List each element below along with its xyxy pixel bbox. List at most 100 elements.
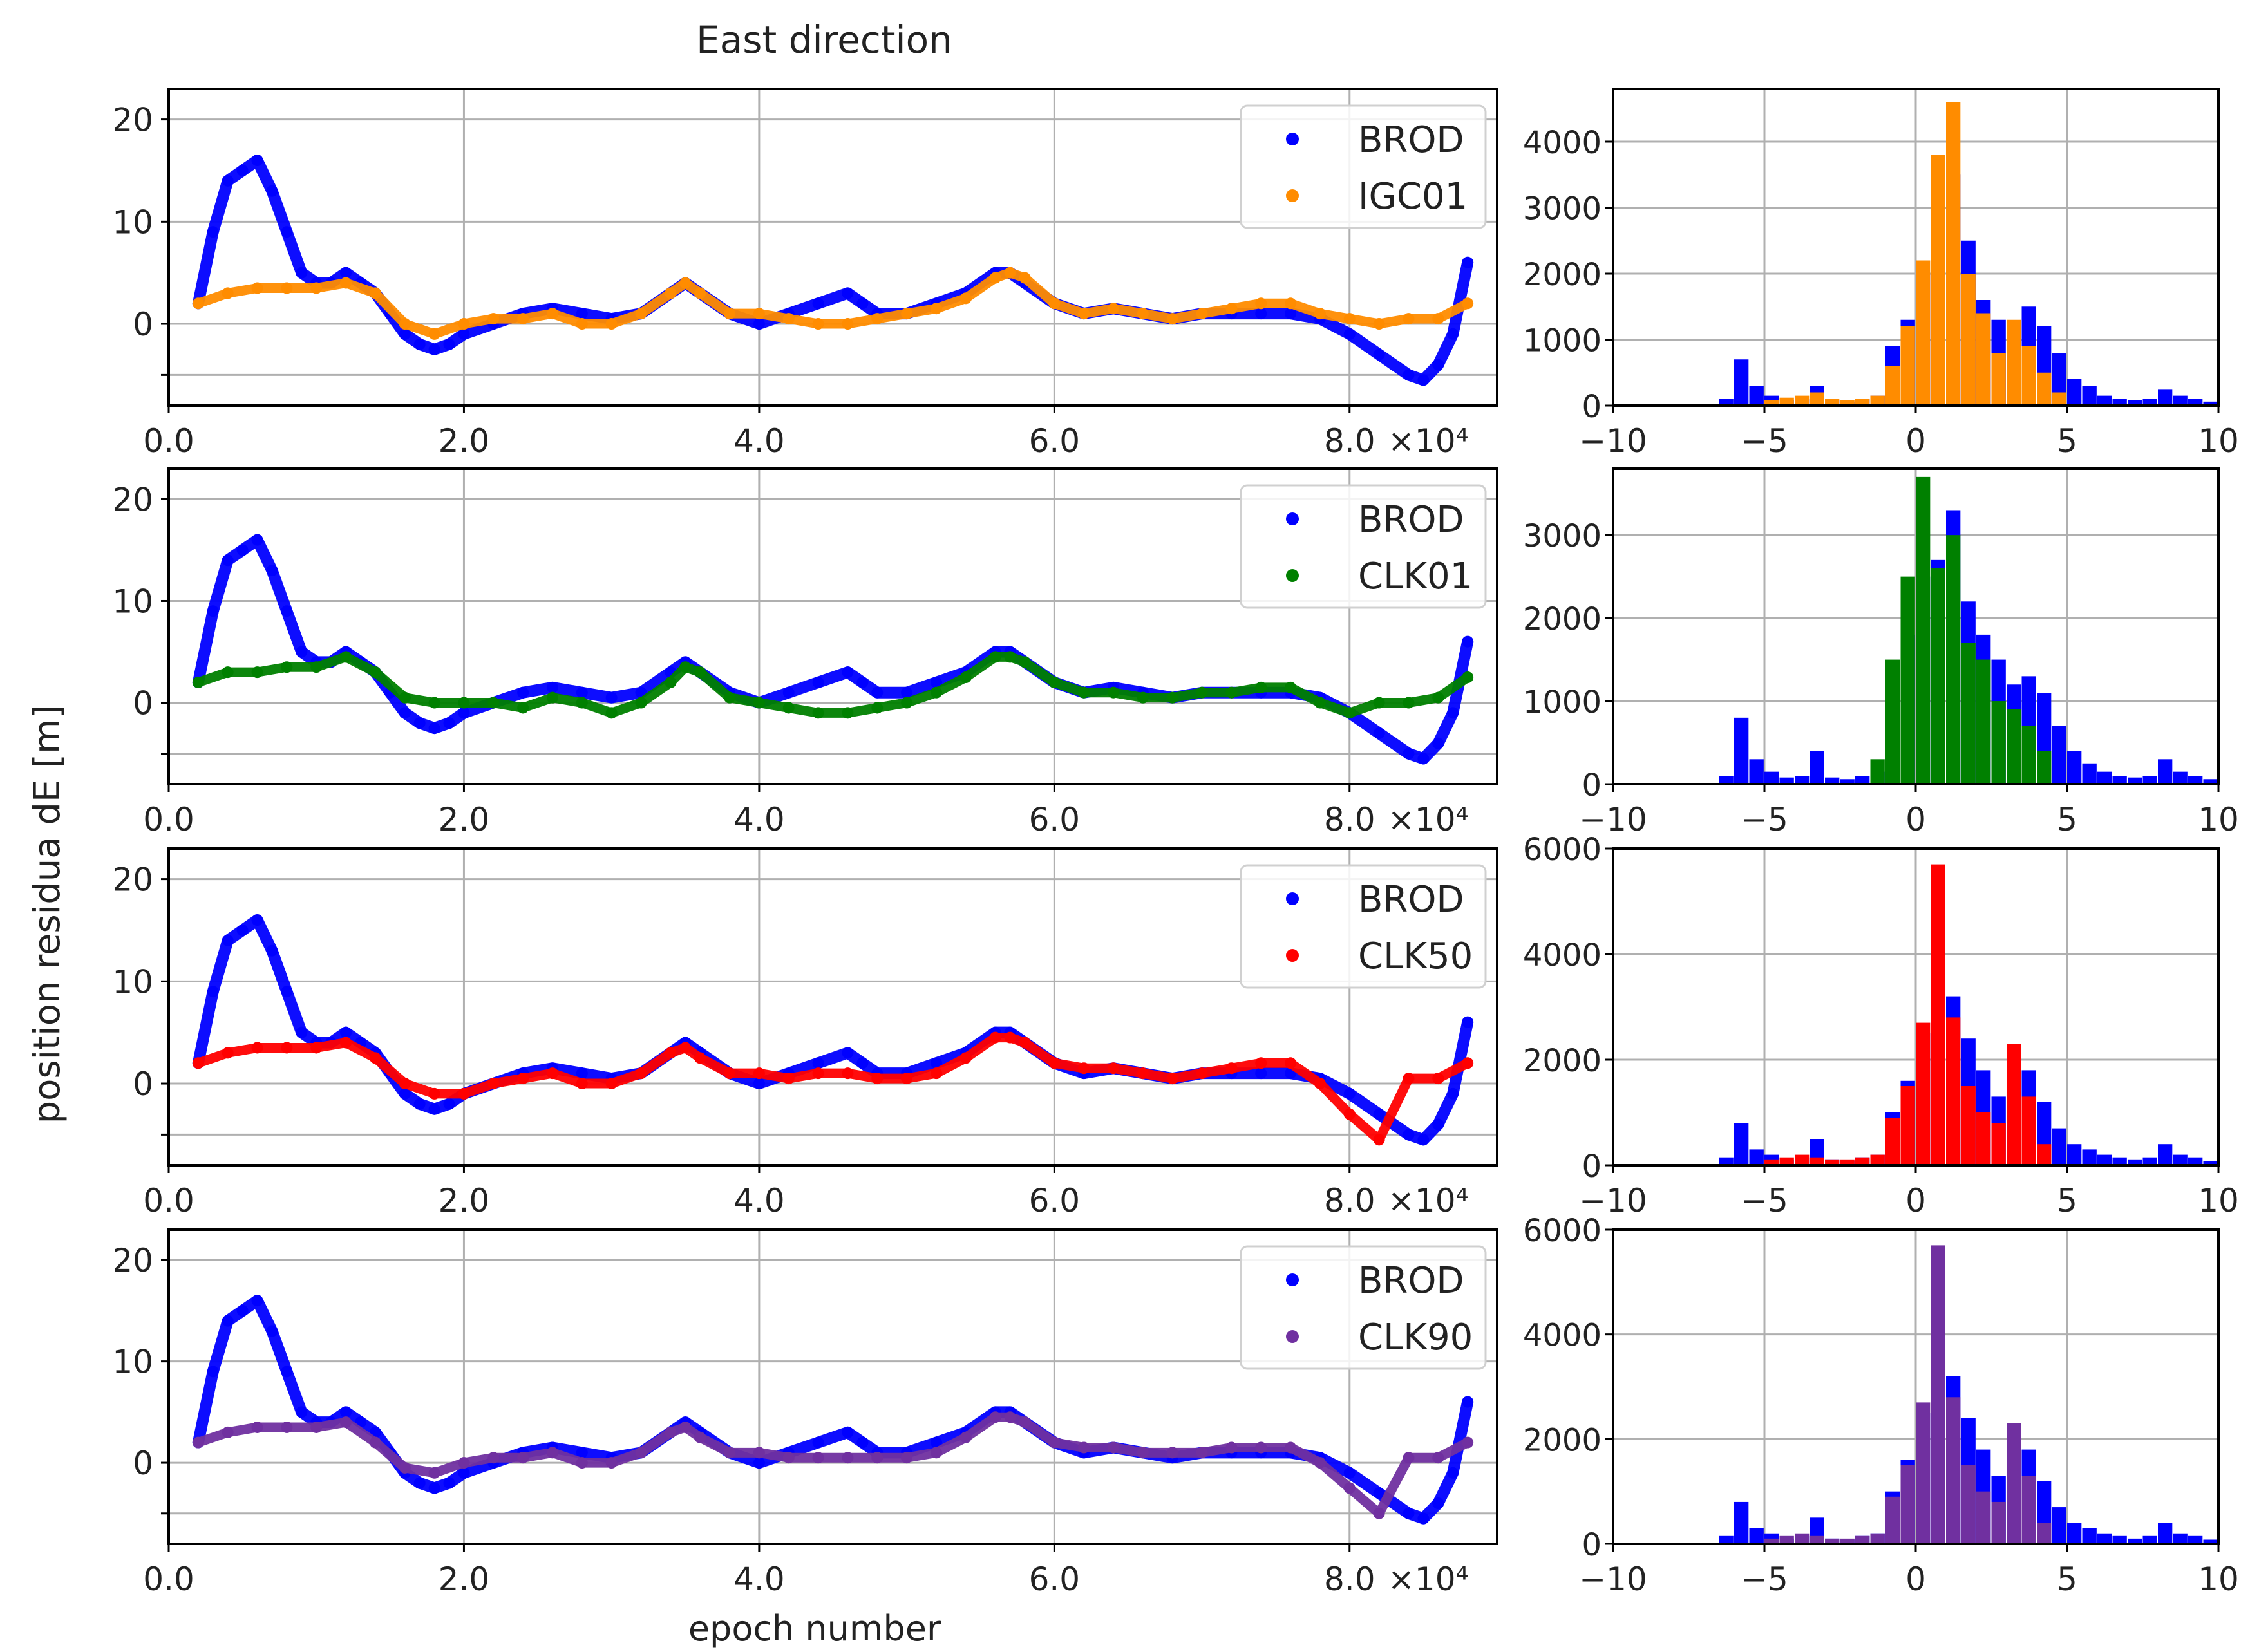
- series-trace-BROD: [192, 155, 1474, 386]
- hist-bar-CLK90: [1991, 1501, 2006, 1544]
- data-point-BROD: [281, 986, 293, 998]
- data-point-BROD: [1403, 747, 1415, 760]
- data-point-CLK90: [487, 1452, 500, 1464]
- hist-bar-BROD: [2112, 776, 2127, 784]
- hist-bar-BROD: [2097, 1533, 2112, 1544]
- data-point-CLK01: [1004, 651, 1016, 663]
- data-point-IGC01: [369, 287, 381, 299]
- data-point-BROD: [399, 707, 411, 719]
- data-point-BROD: [296, 1406, 308, 1418]
- data-point-CLK01: [1108, 686, 1120, 699]
- axes-frame: [167, 467, 1498, 785]
- data-point-BROD: [605, 691, 618, 704]
- data-point-BROD: [871, 686, 884, 699]
- data-point-CLK50: [605, 1078, 618, 1090]
- data-point-BROD: [1447, 1087, 1459, 1100]
- data-point-BROD: [413, 1477, 426, 1489]
- hist-bar-CLK90: [1946, 1397, 1961, 1544]
- data-point-BROD: [842, 1047, 854, 1059]
- data-point-IGC01: [1078, 308, 1090, 320]
- y-tick-label: 20: [112, 481, 153, 518]
- hist-bar-CLK50: [1779, 1157, 1794, 1165]
- data-point-IGC01: [1462, 297, 1474, 310]
- data-point-BROD: [399, 1087, 411, 1100]
- data-point-BROD: [251, 914, 263, 926]
- data-point-IGC01: [1166, 313, 1178, 325]
- data-point-BROD: [340, 1026, 352, 1038]
- hist-bar-CLK50: [1900, 1086, 1915, 1165]
- histogram-panel-2: −10 −5 0 5 10 0 1000 2000 3000: [1523, 467, 2239, 838]
- hist-bar-CLK50: [1946, 1017, 1961, 1165]
- hist-bar-IGC01: [1961, 274, 1976, 406]
- data-point-BROD: [842, 287, 854, 299]
- data-point-BROD: [856, 297, 869, 310]
- data-point-CLK90: [1019, 1416, 1031, 1429]
- data-point-CLK01: [428, 697, 440, 709]
- data-point-BROD: [901, 686, 913, 699]
- hist-bar-CLK90: [1810, 1535, 1824, 1544]
- data-point-BROD: [812, 1057, 824, 1069]
- x-tick-label: 10: [2198, 1182, 2239, 1219]
- data-point-IGC01: [1108, 303, 1120, 315]
- hist-bar-BROD: [1734, 1501, 1749, 1544]
- data-point-IGC01: [1225, 303, 1238, 315]
- hist-bar-IGC01: [1840, 400, 1855, 406]
- hist-bar-IGC01: [1885, 366, 1900, 406]
- y-tick-label: 0: [1582, 767, 1602, 803]
- hist-bar-BROD: [1764, 771, 1779, 784]
- hist-bar-IGC01: [1855, 399, 1870, 406]
- hist-bar-BROD: [1719, 399, 1734, 406]
- y-tick-label: 2000: [1523, 1043, 1602, 1079]
- data-point-CLK50: [679, 1042, 692, 1054]
- data-point-CLK90: [1048, 1436, 1061, 1449]
- data-point-BROD: [222, 1315, 234, 1327]
- data-point-CLK90: [694, 1431, 706, 1443]
- data-point-IGC01: [679, 277, 692, 289]
- hist-bar-BROD: [1749, 1528, 1764, 1544]
- data-point-BROD: [266, 185, 278, 197]
- data-point-IGC01: [959, 292, 972, 305]
- hist-bar-IGC01: [1916, 260, 1931, 406]
- axes-frame: [1612, 467, 2220, 785]
- data-point-CLK01: [1314, 697, 1326, 709]
- data-point-BROD: [443, 1098, 455, 1110]
- x-tick-label: 6.0: [1029, 801, 1081, 838]
- x-tick-label: −10: [1579, 422, 1647, 460]
- hist-bar-IGC01: [1825, 399, 1840, 406]
- y-tick-label: 0: [1582, 1149, 1602, 1185]
- data-point-BROD: [207, 986, 219, 998]
- data-point-CLK90: [1403, 1452, 1415, 1464]
- data-point-BROD: [1255, 1067, 1267, 1080]
- hist-bar-CLK01: [2037, 751, 2052, 784]
- x-tick-label: 10: [2198, 422, 2239, 460]
- hist-bar-CLK90: [1855, 1535, 1870, 1544]
- hist-bar-BROD: [2173, 395, 2188, 406]
- y-tick-label: 0: [133, 1445, 153, 1482]
- data-point-CLK90: [842, 1452, 854, 1464]
- hist-bar-CLK50: [1764, 1159, 1779, 1165]
- hist-bar-IGC01: [1795, 395, 1810, 406]
- data-point-CLK90: [1078, 1441, 1090, 1454]
- data-point-BROD: [296, 646, 308, 658]
- hist-bar-BROD: [2142, 399, 2157, 406]
- x-offset-label: ×10⁴: [1388, 422, 1469, 460]
- hist-bar-CLK01: [1976, 659, 1991, 784]
- data-point-CLK50: [1166, 1073, 1178, 1085]
- histogram-panel-3: −10 −5 0 5 10 0 2000 4000 6000: [1523, 832, 2239, 1219]
- x-tick-label: 0: [1905, 1561, 1926, 1598]
- data-point-CLK50: [340, 1037, 352, 1049]
- data-point-CLK01: [1225, 686, 1238, 699]
- data-point-CLK90: [222, 1426, 234, 1438]
- hist-bar-BROD: [2082, 1149, 2097, 1165]
- data-point-IGC01: [635, 308, 647, 320]
- x-tick-label: 10: [2198, 1561, 2239, 1598]
- x-tick-label: 0.0: [143, 1182, 194, 1219]
- data-point-CLK01: [959, 671, 972, 684]
- data-point-CLK90: [1432, 1452, 1444, 1464]
- data-point-CLK01: [1462, 671, 1474, 684]
- data-point-BROD: [753, 1078, 765, 1090]
- hist-bar-BROD: [2188, 776, 2203, 784]
- data-point-CLK01: [369, 666, 381, 679]
- hist-bar-BROD: [1749, 759, 1764, 784]
- legend-marker-BROD: [1286, 892, 1299, 905]
